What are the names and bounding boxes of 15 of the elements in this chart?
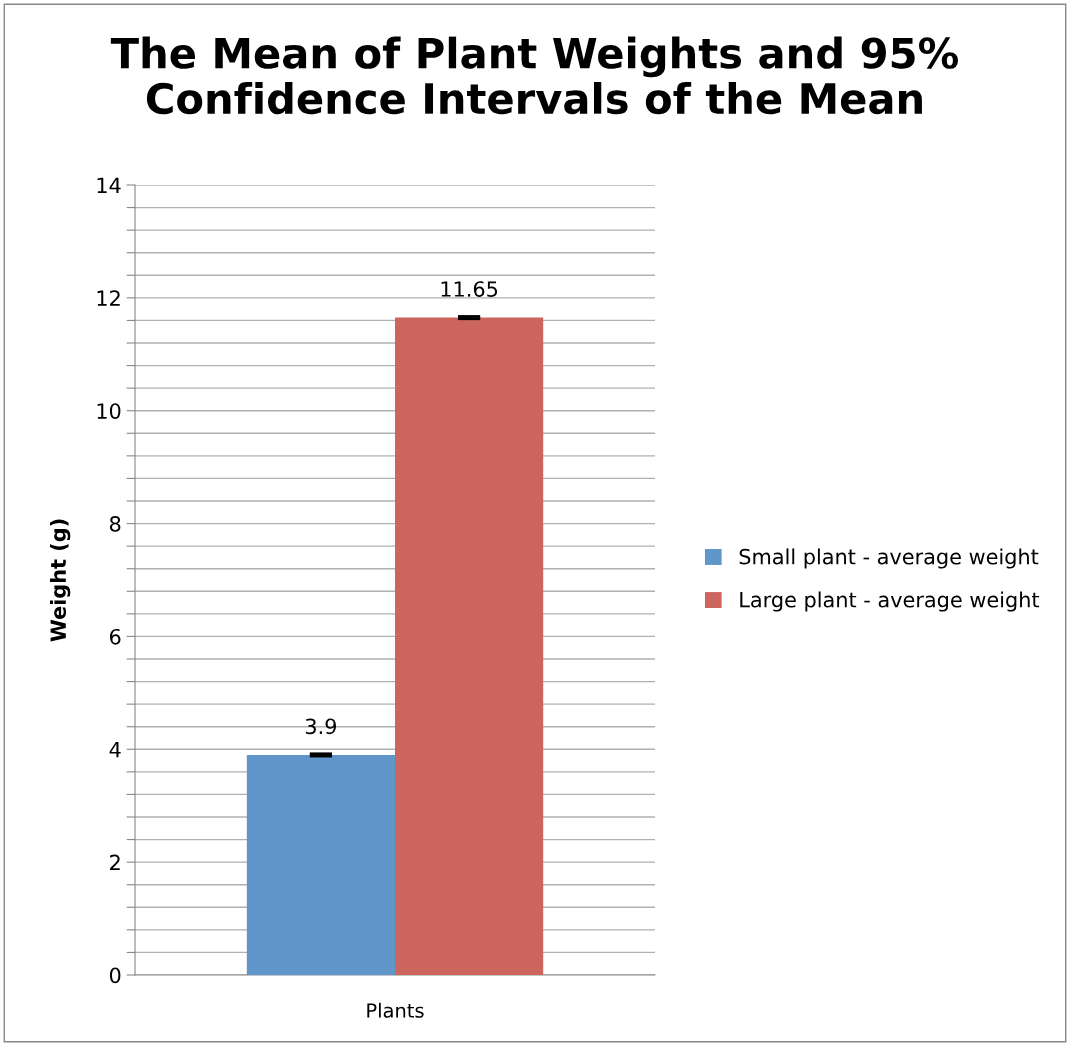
- data-label: 11.65: [441, 281, 498, 297]
- y-tick-label: 6: [110, 628, 121, 645]
- y-tick-label: 4: [109, 742, 121, 758]
- y-tick-label: 8: [109, 516, 121, 532]
- y-tick-label: 10: [97, 403, 121, 419]
- y-tick-label: 12: [97, 290, 120, 306]
- y-axis-title: Weight (g): [49, 519, 71, 642]
- chart-title: The Mean of Plant Weights and 95% Confidence Intervals of the Mean: [110, 36, 959, 115]
- legend-label: Small plant - average weight: [739, 548, 1039, 569]
- y-tick-label: 0: [109, 967, 121, 984]
- x-tick-label: Plants: [367, 1002, 424, 1018]
- legend-label: Large plant - average weight: [740, 591, 1040, 612]
- y-tick-label: 2: [110, 854, 120, 871]
- y-tick-label: 14: [97, 177, 121, 193]
- data-label: 3.9: [305, 718, 336, 735]
